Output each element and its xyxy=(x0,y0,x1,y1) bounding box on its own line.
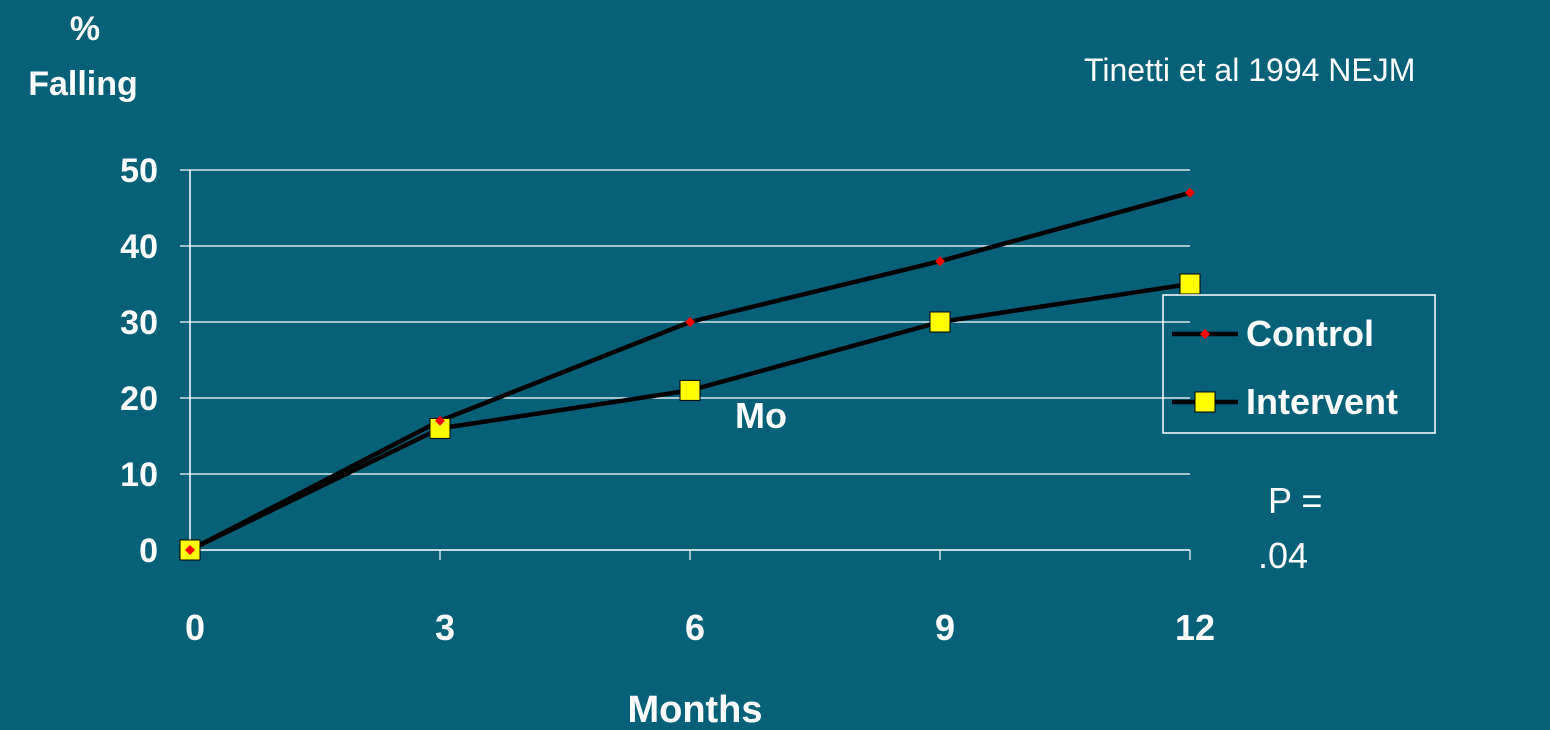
y-tick-label-10: 10 xyxy=(120,456,158,494)
y-tick-label-40: 40 xyxy=(120,228,158,266)
x-tick-label-6: 6 xyxy=(685,607,705,648)
x-tick-label-3: 3 xyxy=(435,607,455,648)
legend-box xyxy=(1162,294,1436,434)
y-tick-label-20: 20 xyxy=(120,380,158,418)
y-tick-label-30: 30 xyxy=(120,304,158,342)
x-tick-label-0: 0 xyxy=(185,607,205,648)
y-tick-label-50: 50 xyxy=(120,152,158,190)
marker-control-9 xyxy=(935,256,945,267)
legend-label-control: Control xyxy=(1246,313,1374,354)
marker-intervent-6 xyxy=(679,379,701,401)
p-value-line1: P = xyxy=(1268,480,1323,521)
x-axis-label: Months xyxy=(627,689,762,730)
tick-labels: 0 10 20 30 40 50 0 3 6 9 12 xyxy=(120,152,1215,648)
annotation-mo: Mo xyxy=(735,395,787,436)
legend-marker-control xyxy=(1200,329,1210,339)
p-value-line2: .04 xyxy=(1258,535,1309,576)
series-markers xyxy=(179,187,1201,561)
y-axis-label-percent: % xyxy=(69,10,101,48)
marker-control-6 xyxy=(685,317,695,327)
marker-control-12 xyxy=(1185,187,1195,198)
marker-intervent-12 xyxy=(1179,273,1201,295)
y-axis-label-falling: Falling xyxy=(28,65,138,103)
marker-control-3 xyxy=(435,415,445,426)
legend: Control Intervent xyxy=(1162,294,1436,434)
legend-marker-intervent xyxy=(1194,391,1216,413)
citation-text: Tinetti et al 1994 NEJM xyxy=(1084,52,1416,88)
marker-control-0 xyxy=(185,545,195,555)
y-tick-label-0: 0 xyxy=(139,532,158,570)
legend-label-intervent: Intervent xyxy=(1246,381,1398,422)
x-tick-label-12: 12 xyxy=(1175,607,1215,648)
x-tick-label-9: 9 xyxy=(935,607,955,648)
axes xyxy=(180,169,1191,560)
marker-intervent-9 xyxy=(929,311,951,333)
